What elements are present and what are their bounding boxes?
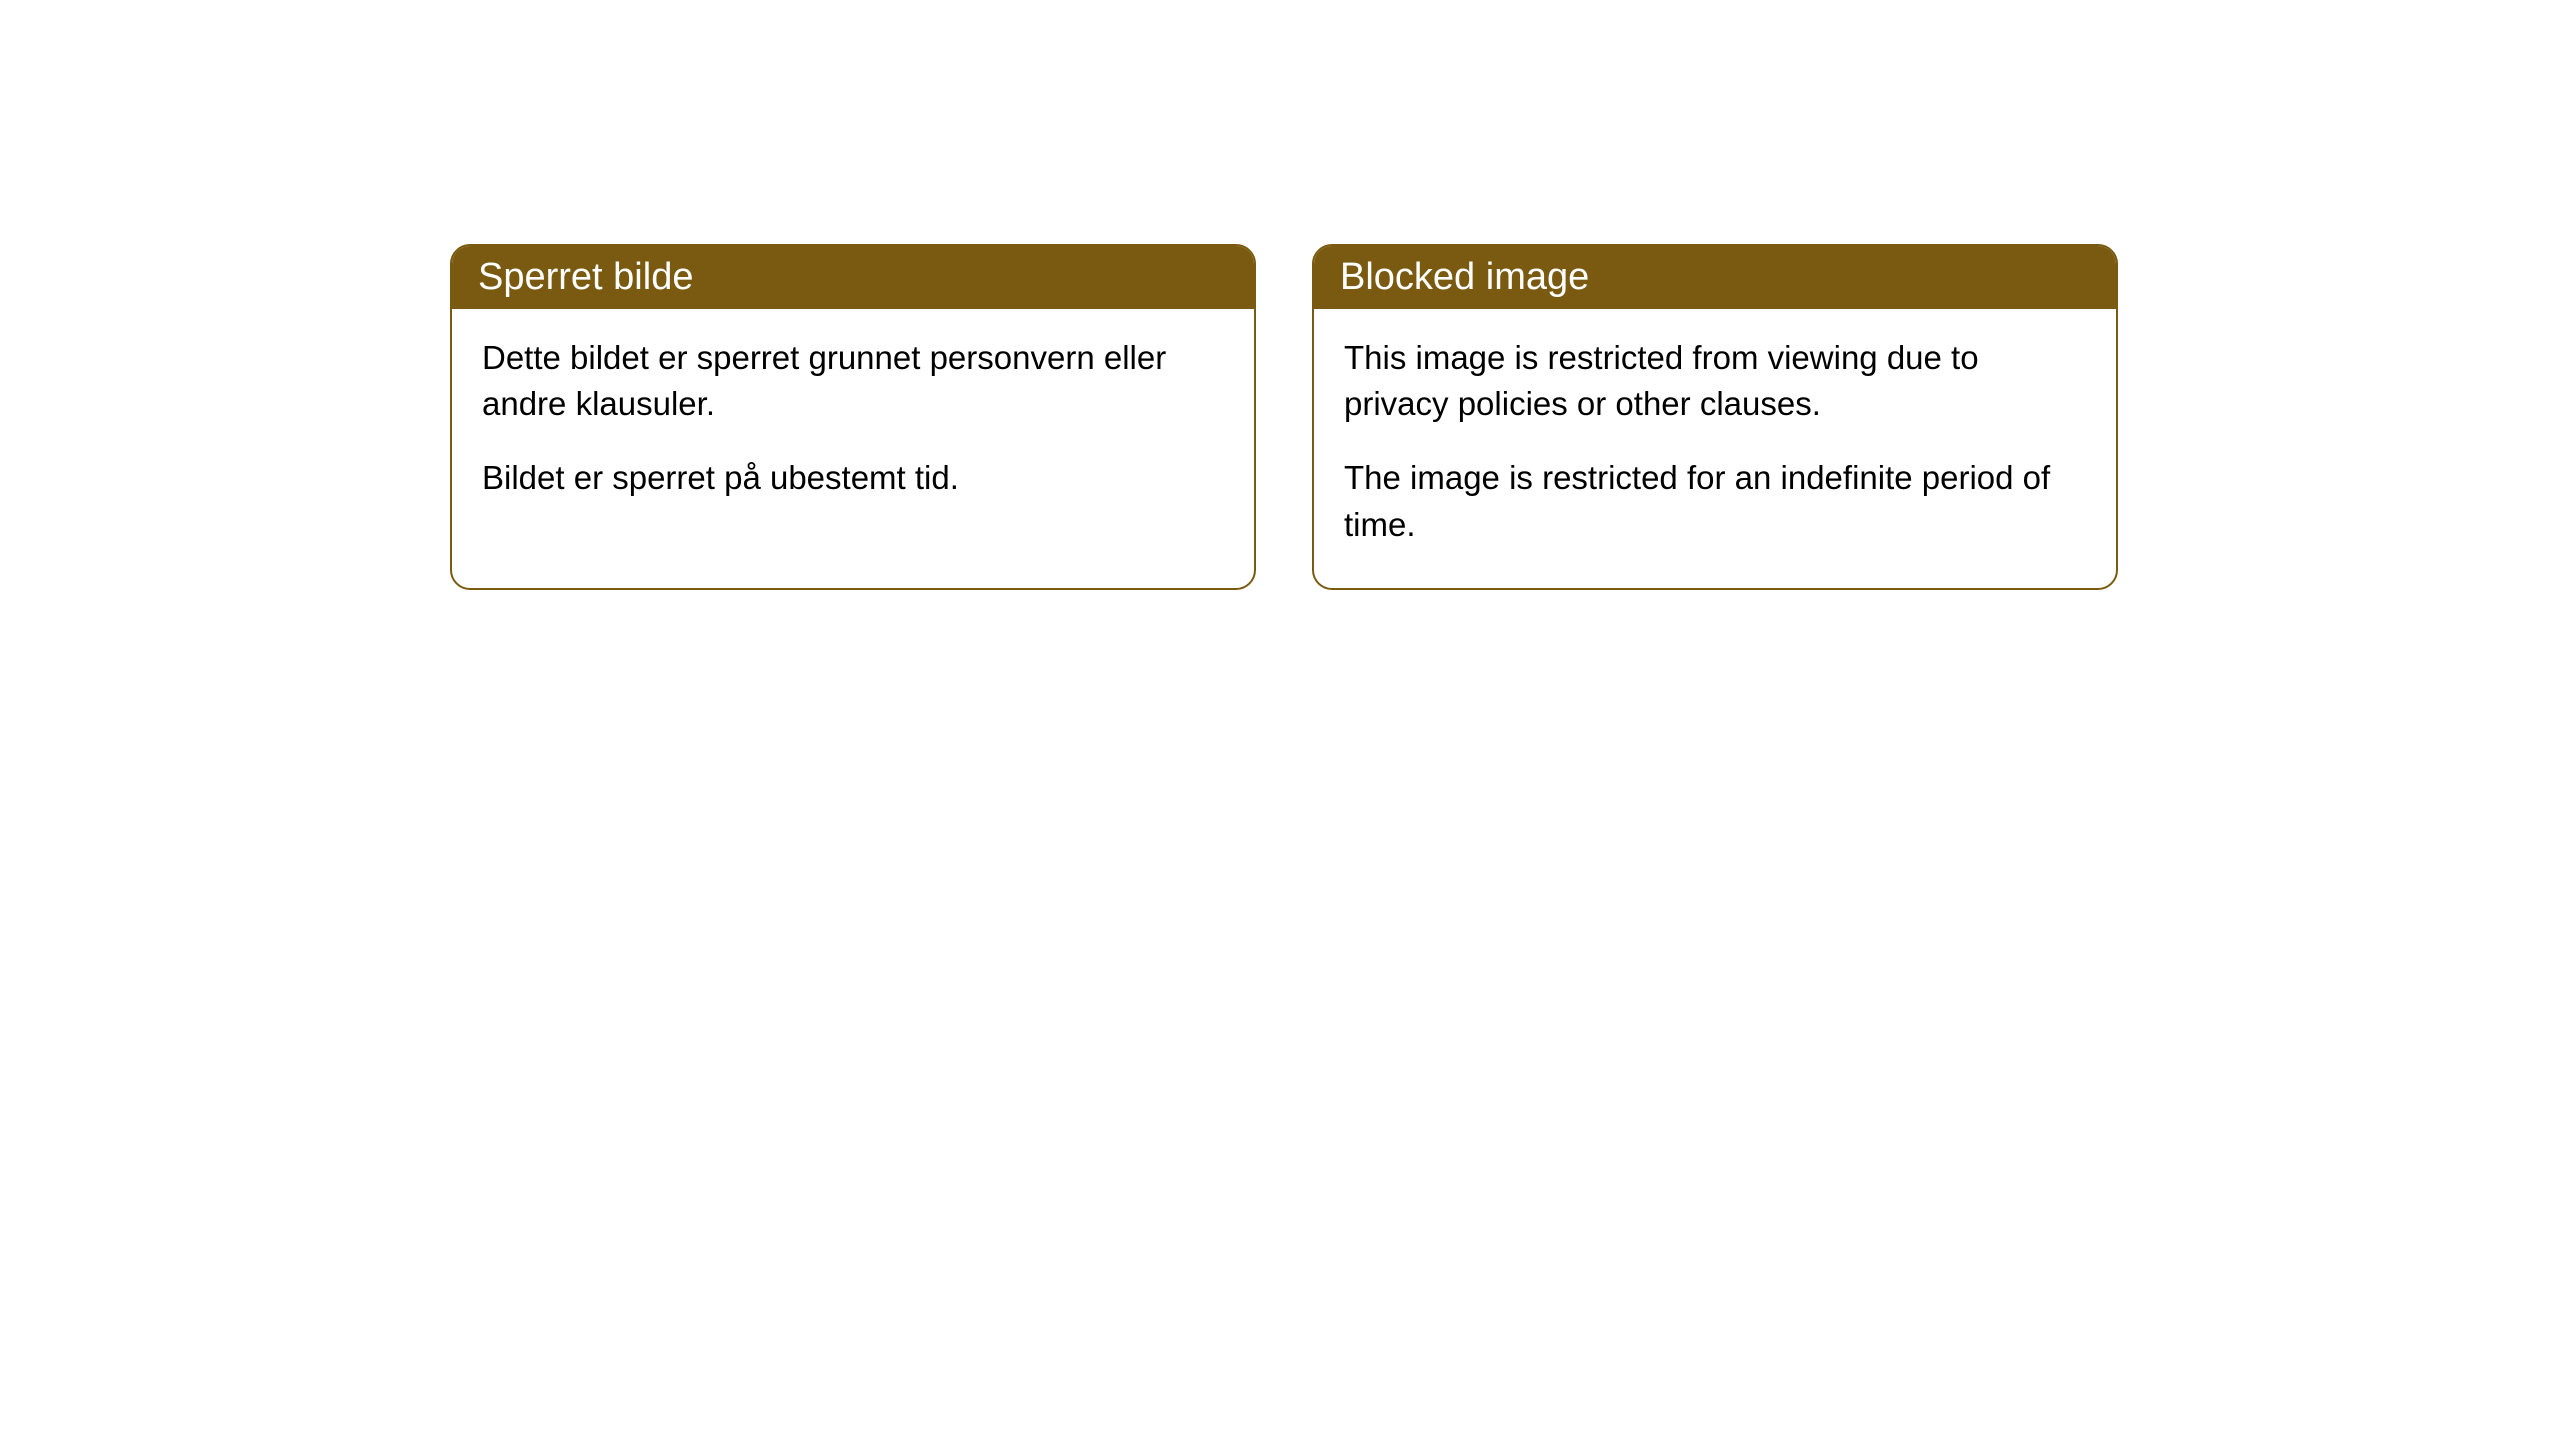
card-header: Blocked image <box>1314 246 2116 309</box>
notice-container: Sperret bilde Dette bildet er sperret gr… <box>0 0 2560 590</box>
card-header: Sperret bilde <box>452 246 1254 309</box>
notice-card-english: Blocked image This image is restricted f… <box>1312 244 2118 590</box>
card-paragraph: Dette bildet er sperret grunnet personve… <box>482 335 1224 427</box>
card-title: Sperret bilde <box>478 256 693 298</box>
card-body: This image is restricted from viewing du… <box>1314 309 2116 588</box>
notice-card-norwegian: Sperret bilde Dette bildet er sperret gr… <box>450 244 1256 590</box>
card-title: Blocked image <box>1340 256 1589 298</box>
card-paragraph: The image is restricted for an indefinit… <box>1344 455 2086 547</box>
card-body: Dette bildet er sperret grunnet personve… <box>452 309 1254 542</box>
card-paragraph: Bildet er sperret på ubestemt tid. <box>482 455 1224 501</box>
card-paragraph: This image is restricted from viewing du… <box>1344 335 2086 427</box>
